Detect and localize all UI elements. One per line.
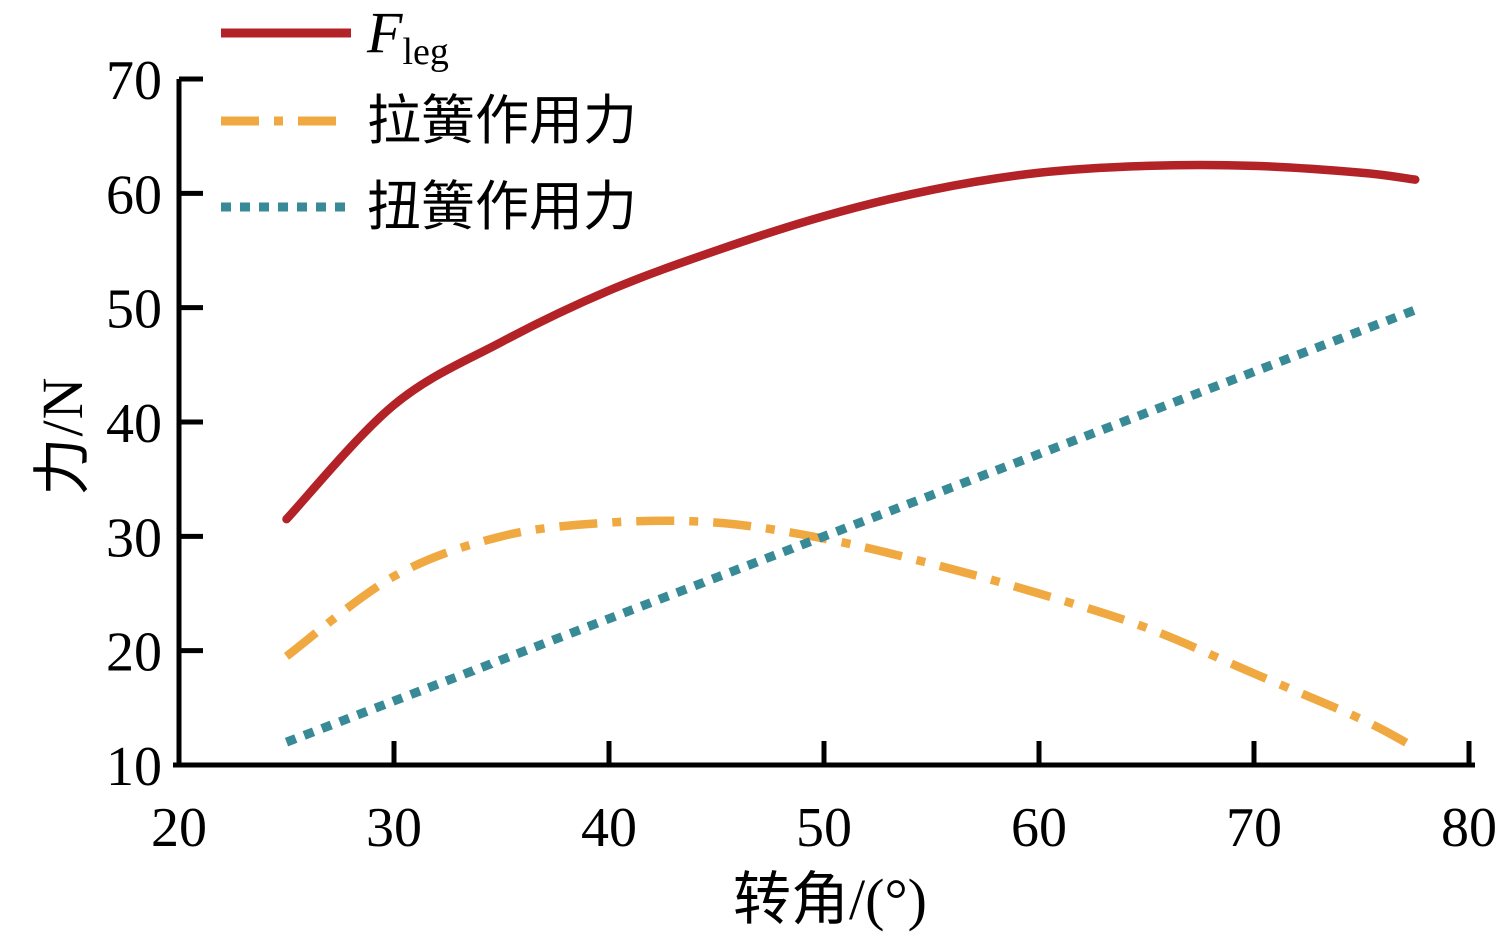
legend-line-dashdot-icon (221, 116, 351, 126)
series-line-fleg (282, 160, 1420, 524)
x-tick-label: 50 (796, 797, 852, 859)
series-line-torsion-spring (284, 305, 1417, 747)
legend-line-solid-icon (221, 28, 351, 38)
legend-label-torsion-spring: 扭簧作用力 (367, 177, 637, 237)
x-axis-title: 转角/(°) (733, 867, 927, 932)
legend-item-torsion-spring: 扭簧作用力 (221, 178, 637, 236)
x-tick-label: 20 (151, 797, 207, 859)
x-tick-label: 70 (1226, 797, 1282, 859)
y-tick-label: 60 (106, 164, 162, 226)
legend-label-tension-spring: 拉簧作用力 (367, 91, 637, 151)
y-tick-label: 70 (106, 50, 162, 112)
y-axis-title: 力/N (30, 376, 95, 496)
y-tick-label: 50 (106, 279, 162, 341)
legend-label-fleg-symbol: F (367, 0, 403, 65)
x-tick-label: 60 (1011, 797, 1067, 859)
y-tick-label: 20 (106, 622, 162, 684)
legend-line-dotted-icon (221, 202, 351, 212)
y-tick-label: 10 (106, 736, 162, 798)
curves-group (282, 160, 1420, 752)
x-tick-label: 30 (366, 797, 422, 859)
legend-item-fleg: Fleg (221, 4, 449, 72)
y-tick-label: 40 (106, 393, 162, 455)
axes-group (173, 76, 1475, 768)
x-tick-label: 40 (581, 797, 637, 859)
series-line-tension-spring (283, 516, 1418, 752)
legend-label-fleg-subscript: leg (402, 31, 449, 73)
x-tick-label: 80 (1441, 797, 1497, 859)
legend-item-tension-spring: 拉簧作用力 (221, 92, 637, 150)
y-tick-label: 30 (106, 507, 162, 569)
legend-label-fleg: Fleg (367, 4, 449, 72)
